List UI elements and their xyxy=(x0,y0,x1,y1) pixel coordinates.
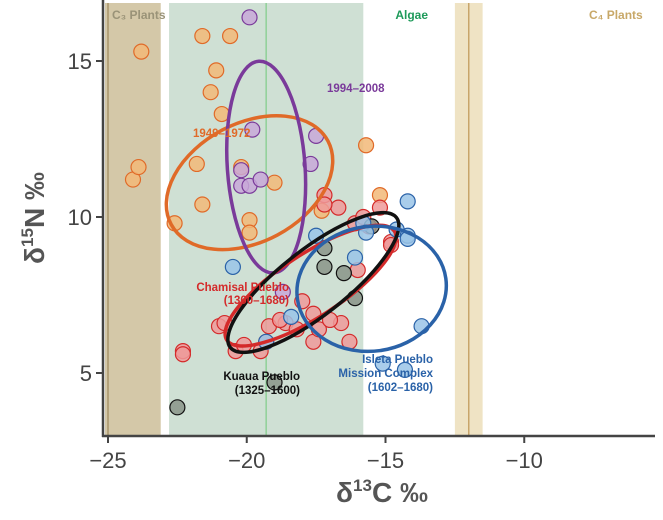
ellipse-series-3 xyxy=(226,210,401,355)
point-series-4-0 xyxy=(224,258,241,276)
x-tick-label-1: −20 xyxy=(228,448,265,473)
point-series-1-3 xyxy=(233,162,250,179)
y-axis-title: δ15N ‰ xyxy=(18,172,50,264)
point-series-0-4 xyxy=(222,27,239,45)
band-label-c3-plants: C₃ Plants xyxy=(112,8,166,22)
group-label-kuaua-line1: Kuaua Pueblo xyxy=(223,371,300,383)
point-series-0-14 xyxy=(266,174,283,191)
y-tick-label-1: 10 xyxy=(68,205,92,230)
point-series-4-12 xyxy=(396,361,414,378)
band-c3-plants xyxy=(105,3,161,436)
ellipse-series-0 xyxy=(164,114,335,252)
point-series-1-6 xyxy=(252,171,269,188)
point-series-3-0 xyxy=(169,399,186,416)
band-label-c4-plants: C₄ Plants xyxy=(589,8,643,22)
point-series-2-20 xyxy=(330,199,347,216)
group-label-kuaua-line2: (1325–1600) xyxy=(235,385,300,397)
point-series-0-16 xyxy=(357,137,375,154)
group-label-1949-1972: 1949–1972 xyxy=(193,128,251,140)
x-tick-label-2: −15 xyxy=(367,448,404,473)
point-series-0-0 xyxy=(133,43,150,60)
point-series-0-6 xyxy=(202,84,219,101)
y-tick-label-2: 15 xyxy=(68,49,92,74)
group-label-chamisal-line1: Chamisal Pueblo xyxy=(196,282,289,294)
data-points xyxy=(124,9,430,416)
point-series-3-4 xyxy=(335,265,352,282)
group-ellipses xyxy=(164,59,449,355)
x-axis-title: δ13C ‰ xyxy=(336,476,428,508)
point-series-0-10 xyxy=(194,196,211,213)
point-series-0-2 xyxy=(130,158,147,176)
point-series-4-6 xyxy=(374,355,391,372)
point-series-3-3 xyxy=(316,258,333,276)
point-series-0-8 xyxy=(188,155,205,173)
y-tick-label-0: 5 xyxy=(80,361,92,386)
point-series-1-0 xyxy=(241,9,258,26)
x-tick-label-3: −10 xyxy=(506,448,543,473)
group-label-chamisal-line2: (1300–1680) xyxy=(224,295,289,307)
group-label-1994-2008: 1994–2008 xyxy=(327,83,385,95)
x-tick-label-0: −25 xyxy=(89,448,126,473)
point-series-0-13 xyxy=(241,224,258,241)
point-series-2-1 xyxy=(174,346,192,363)
group-label-isleta-line1: Isleta Pueblo xyxy=(362,354,433,366)
ellipse-series-4 xyxy=(295,224,449,354)
point-series-4-1 xyxy=(283,308,300,325)
band-label-algae: Algae xyxy=(395,8,428,22)
point-series-4-8 xyxy=(399,193,416,210)
point-series-0-5 xyxy=(208,62,225,79)
point-series-1-8 xyxy=(274,283,291,300)
group-label-isleta-line3: (1602–1680) xyxy=(368,382,433,394)
dietary-source-bands xyxy=(105,3,483,436)
point-series-4-3 xyxy=(346,249,364,266)
point-series-3-1 xyxy=(266,374,283,391)
group-label-isleta-line2: Mission Complex xyxy=(338,368,433,380)
point-series-1-1 xyxy=(244,121,261,138)
axes: −25 −20 −15 −10 5 10 15 xyxy=(68,0,655,473)
point-series-0-3 xyxy=(194,27,211,45)
